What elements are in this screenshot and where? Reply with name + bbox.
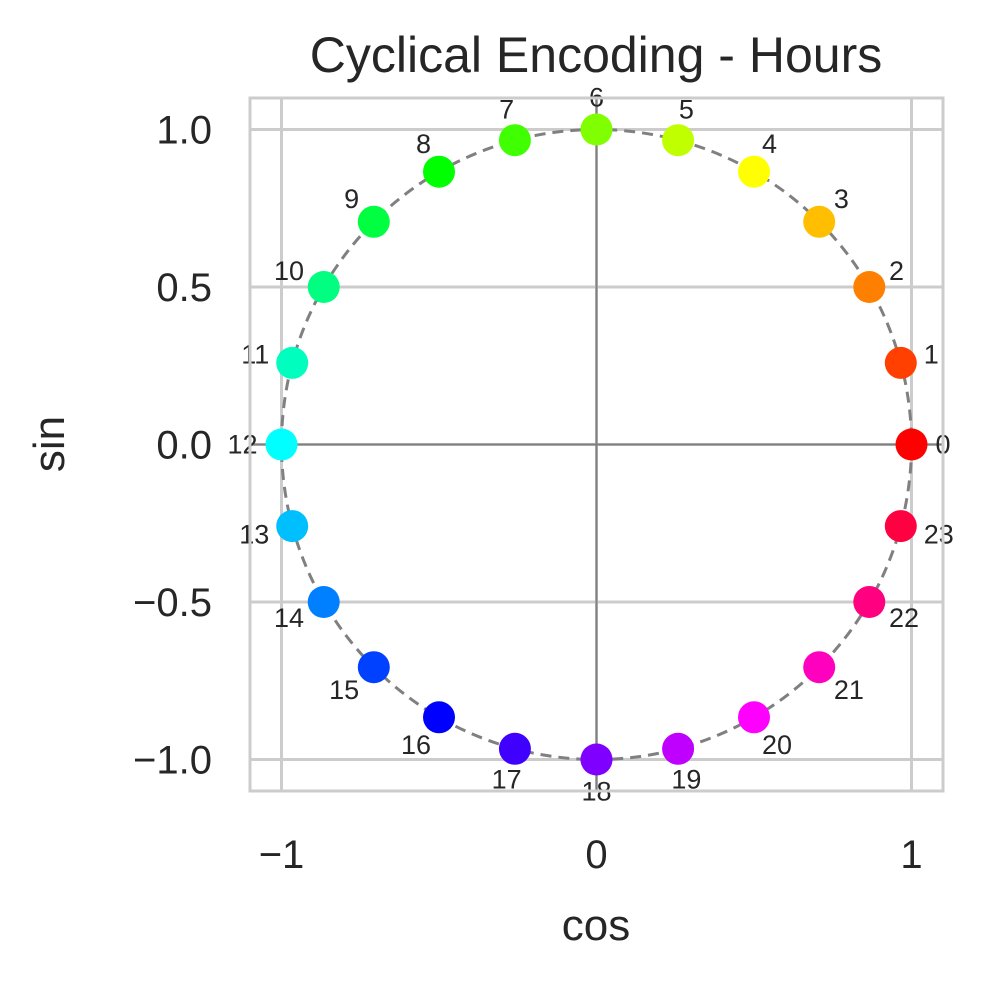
point-label-22: 22 bbox=[889, 603, 919, 633]
point-label-13: 13 bbox=[239, 519, 269, 549]
y-axis-label: sin bbox=[25, 416, 74, 472]
point-label-1: 1 bbox=[924, 340, 939, 370]
scatter-point-11 bbox=[276, 346, 309, 379]
scatter-point-14 bbox=[307, 586, 340, 618]
scatter-point-6 bbox=[580, 113, 613, 146]
scatter-point-16 bbox=[423, 701, 455, 734]
point-label-5: 5 bbox=[679, 94, 694, 124]
y-tick-label: −1.0 bbox=[133, 739, 212, 783]
point-label-9: 9 bbox=[344, 184, 359, 214]
chart-title: Cyclical Encoding - Hours bbox=[310, 27, 882, 83]
scatter-point-22 bbox=[853, 586, 886, 618]
x-tick-labels: −1 0 1 bbox=[259, 833, 923, 877]
point-label-15: 15 bbox=[329, 675, 359, 705]
scatter-point-18 bbox=[580, 743, 613, 776]
scatter-point-9 bbox=[357, 205, 390, 238]
plot-frame bbox=[248, 96, 945, 793]
x-tick-label: 1 bbox=[900, 833, 922, 877]
scatter-point-10 bbox=[307, 271, 340, 303]
reference-lines bbox=[250, 98, 943, 791]
scatter-point-5 bbox=[662, 124, 695, 157]
scatter-point-20 bbox=[738, 701, 770, 734]
scatter-point-4 bbox=[738, 155, 770, 188]
point-label-14: 14 bbox=[274, 603, 304, 633]
point-label-21: 21 bbox=[834, 675, 864, 705]
point-label-11: 11 bbox=[241, 340, 269, 370]
point-label-16: 16 bbox=[401, 730, 431, 760]
y-tick-labels: −1.0 −0.5 0.0 0.5 1.0 bbox=[133, 109, 212, 783]
point-label-23: 23 bbox=[924, 519, 954, 549]
scatter-point-7 bbox=[498, 124, 531, 157]
point-label-8: 8 bbox=[416, 129, 431, 159]
scatter-point-12 bbox=[265, 428, 298, 461]
point-label-7: 7 bbox=[499, 94, 514, 124]
scatter-point-23 bbox=[884, 510, 917, 543]
x-axis-label: cos bbox=[562, 901, 630, 950]
point-label-3: 3 bbox=[834, 184, 849, 214]
point-label-12: 12 bbox=[227, 430, 257, 460]
point-label-2: 2 bbox=[889, 256, 904, 286]
x-tick-label: −1 bbox=[259, 833, 305, 877]
y-tick-label: 0.0 bbox=[156, 424, 212, 468]
scatter-point-19 bbox=[662, 732, 695, 765]
point-label-10: 10 bbox=[274, 256, 304, 286]
scatter-point-17 bbox=[498, 732, 531, 765]
x-tick-label: 0 bbox=[585, 833, 607, 877]
scatter-point-21 bbox=[803, 651, 836, 684]
scatter-point-1 bbox=[884, 346, 917, 379]
scatter-point-3 bbox=[803, 205, 836, 238]
y-tick-label: 0.5 bbox=[156, 266, 212, 310]
y-tick-label: 1.0 bbox=[156, 109, 212, 153]
scatter-points bbox=[265, 113, 928, 776]
point-label-4: 4 bbox=[762, 129, 777, 159]
scatter-point-13 bbox=[276, 510, 309, 543]
scatter-point-15 bbox=[357, 651, 390, 684]
scatter-point-0 bbox=[895, 428, 928, 461]
point-label-20: 20 bbox=[762, 730, 792, 760]
scatter-point-2 bbox=[853, 271, 886, 303]
y-tick-label: −0.5 bbox=[133, 581, 212, 625]
scatter-point-8 bbox=[423, 155, 455, 188]
